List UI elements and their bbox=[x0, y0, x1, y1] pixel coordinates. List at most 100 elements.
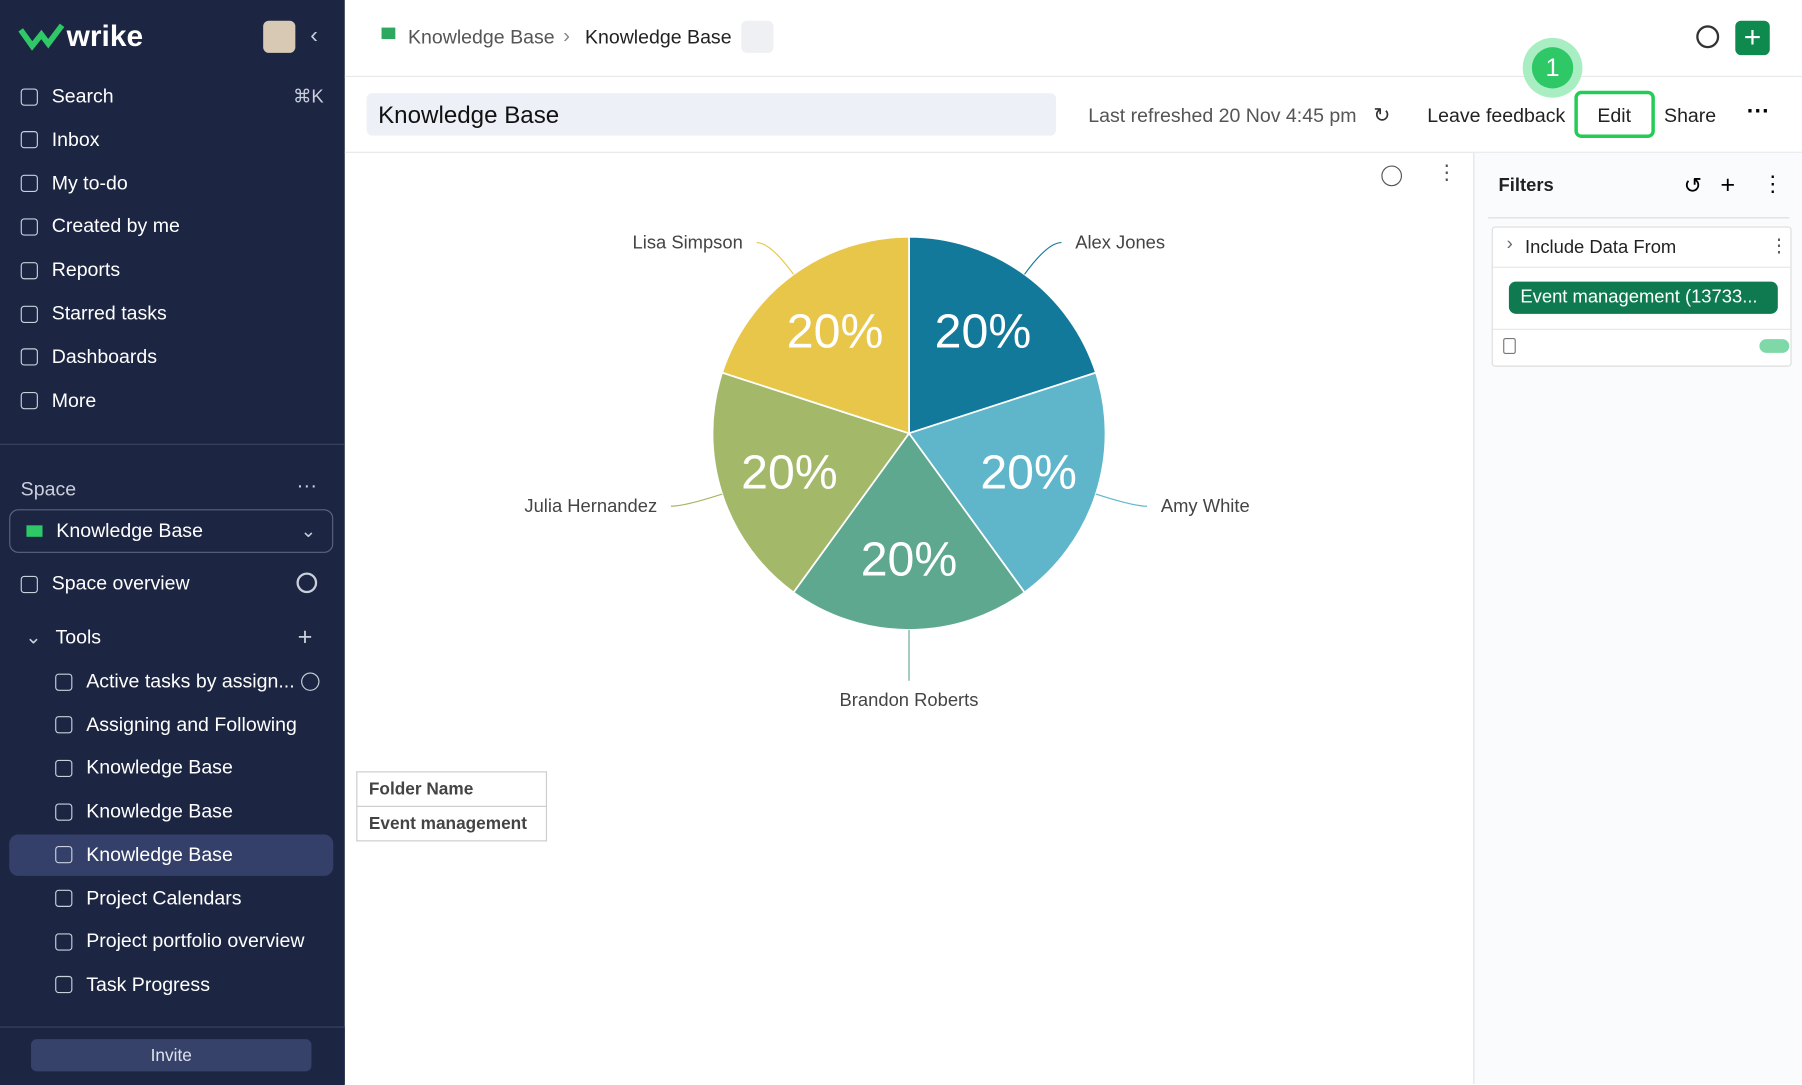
avatar[interactable] bbox=[263, 20, 296, 53]
last-refreshed: Last refreshed 20 Nov 4:45 pm bbox=[1088, 104, 1357, 127]
table-row: Event management bbox=[356, 805, 548, 842]
value-label: 20% bbox=[935, 305, 1032, 359]
tool-item[interactable]: Knowledge Base bbox=[9, 834, 334, 876]
table-row: Folder Name bbox=[356, 771, 548, 807]
slice-label: Brandon Roberts bbox=[840, 689, 979, 710]
chevron: ⌄ bbox=[25, 626, 42, 649]
logo-mark bbox=[18, 23, 65, 51]
label: More bbox=[51, 389, 97, 412]
more-button[interactable]: ··· bbox=[1746, 98, 1770, 125]
info-button[interactable] bbox=[1381, 165, 1403, 187]
sidebar: wrike ‹ Search ⌘K Inbox My to-do Created by … bbox=[0, 0, 345, 1085]
data-table: Folder Name Event management bbox=[356, 771, 548, 842]
nav-item[interactable]: Starred tasks bbox=[20, 297, 167, 331]
add-button[interactable]: + bbox=[1735, 20, 1770, 56]
step-badge: 1 bbox=[1531, 47, 1574, 89]
leave-feedback[interactable]: Leave feedback bbox=[1427, 104, 1566, 127]
collapse-button[interactable]: ‹ bbox=[310, 22, 318, 49]
icon bbox=[20, 261, 38, 279]
section-menu[interactable]: ⋮ bbox=[1769, 236, 1789, 257]
icon bbox=[55, 673, 73, 691]
label: Task Progress bbox=[86, 973, 210, 996]
invite-button[interactable]: Invite bbox=[31, 1039, 312, 1072]
tool-item[interactable]: Project portfolio overview bbox=[9, 921, 333, 962]
expand[interactable]: › bbox=[1506, 234, 1513, 255]
delete-button[interactable] bbox=[1503, 337, 1516, 355]
label: Project Calendars bbox=[86, 886, 242, 909]
icon bbox=[20, 218, 38, 236]
divider bbox=[1492, 328, 1791, 330]
divider bbox=[344, 75, 1802, 78]
toggle[interactable] bbox=[1759, 339, 1790, 353]
table-cell: Event management bbox=[356, 805, 548, 842]
nav-item[interactable]: Inbox bbox=[20, 123, 100, 157]
nav-item[interactable]: Reports bbox=[20, 253, 121, 287]
divider bbox=[344, 151, 1802, 153]
icon bbox=[20, 348, 38, 366]
filters-title: Filters bbox=[1498, 175, 1554, 196]
icon bbox=[55, 803, 73, 821]
nav-item[interactable]: Dashboards bbox=[20, 340, 158, 374]
label: Created by me bbox=[51, 215, 180, 238]
pin-button[interactable] bbox=[741, 20, 774, 53]
tool-item[interactable]: Task Progress bbox=[9, 964, 333, 1005]
refresh-button[interactable]: ↻ bbox=[1373, 103, 1391, 127]
value-label: 20% bbox=[787, 305, 884, 359]
label: Reports bbox=[51, 258, 121, 281]
filters-panel: Filters ↺ + ⋮ › Include Data From ⋮ Even… bbox=[1473, 152, 1802, 1084]
space-label: Space bbox=[20, 478, 77, 501]
edit-button[interactable]: Edit bbox=[1597, 104, 1632, 127]
tool-item[interactable]: Active tasks by assign... bbox=[9, 661, 333, 702]
settings-icon[interactable] bbox=[296, 572, 318, 594]
filter-menu[interactable]: ⋮ bbox=[1761, 172, 1784, 197]
label: Project portfolio overview bbox=[86, 930, 305, 953]
slice-label: Julia Hernandez bbox=[524, 495, 657, 516]
slice-label: Amy White bbox=[1161, 495, 1250, 516]
icon bbox=[20, 392, 38, 410]
nav-item[interactable]: More bbox=[20, 383, 97, 417]
divider bbox=[0, 443, 345, 445]
reset-button[interactable]: ↺ bbox=[1683, 174, 1702, 199]
icon bbox=[55, 759, 73, 777]
title-input[interactable]: Knowledge Base bbox=[366, 93, 1057, 136]
icon bbox=[20, 575, 38, 593]
chevron: ⌄ bbox=[300, 521, 317, 542]
label: Search bbox=[51, 85, 114, 107]
section-title: Include Data From bbox=[1524, 237, 1677, 258]
nav-item[interactable]: Search bbox=[20, 79, 114, 113]
filter-card: › Include Data From ⋮ Event management (… bbox=[1491, 226, 1792, 367]
space-more[interactable]: ··· bbox=[296, 473, 318, 497]
label: Dashboards bbox=[51, 345, 158, 368]
leader-line bbox=[670, 493, 723, 507]
icon bbox=[55, 933, 73, 951]
label: Assigning and Following bbox=[86, 713, 297, 736]
add-filter[interactable]: + bbox=[1720, 170, 1736, 199]
value-label: 20% bbox=[861, 532, 958, 586]
help-button[interactable] bbox=[1696, 25, 1720, 49]
divider bbox=[1488, 217, 1790, 219]
tool-item[interactable]: Assigning and Following bbox=[9, 704, 333, 745]
tools-header[interactable]: ⌄ Tools bbox=[25, 621, 101, 655]
nav-item[interactable]: Created by me bbox=[20, 210, 180, 244]
tool-item[interactable]: Knowledge Base bbox=[9, 748, 333, 789]
label: My to-do bbox=[51, 171, 128, 194]
widget-menu[interactable]: ⋮ bbox=[1436, 160, 1458, 184]
label: Knowledge Base bbox=[86, 800, 233, 823]
icon bbox=[20, 174, 38, 193]
breadcrumb-separator: › bbox=[563, 24, 571, 48]
leader-line bbox=[1024, 241, 1062, 275]
add-tool[interactable]: + bbox=[297, 621, 313, 651]
tool-item[interactable]: Knowledge Base bbox=[9, 791, 333, 832]
tool-item[interactable]: Project Calendars bbox=[9, 878, 333, 919]
nav-item[interactable]: My to-do bbox=[20, 166, 128, 200]
shortcut: ⌘K bbox=[293, 87, 324, 107]
filter-chip[interactable]: Event management (13733... bbox=[1508, 281, 1778, 314]
space-overview[interactable]: Space overview bbox=[20, 567, 190, 601]
share-button[interactable]: Share bbox=[1664, 104, 1717, 127]
space-icon bbox=[26, 525, 43, 537]
breadcrumb-item[interactable]: Knowledge Base bbox=[407, 26, 555, 49]
space-select[interactable]: Knowledge Base ⌄ bbox=[9, 509, 334, 553]
divider bbox=[1492, 266, 1791, 268]
label: Knowledge Base bbox=[86, 843, 233, 866]
